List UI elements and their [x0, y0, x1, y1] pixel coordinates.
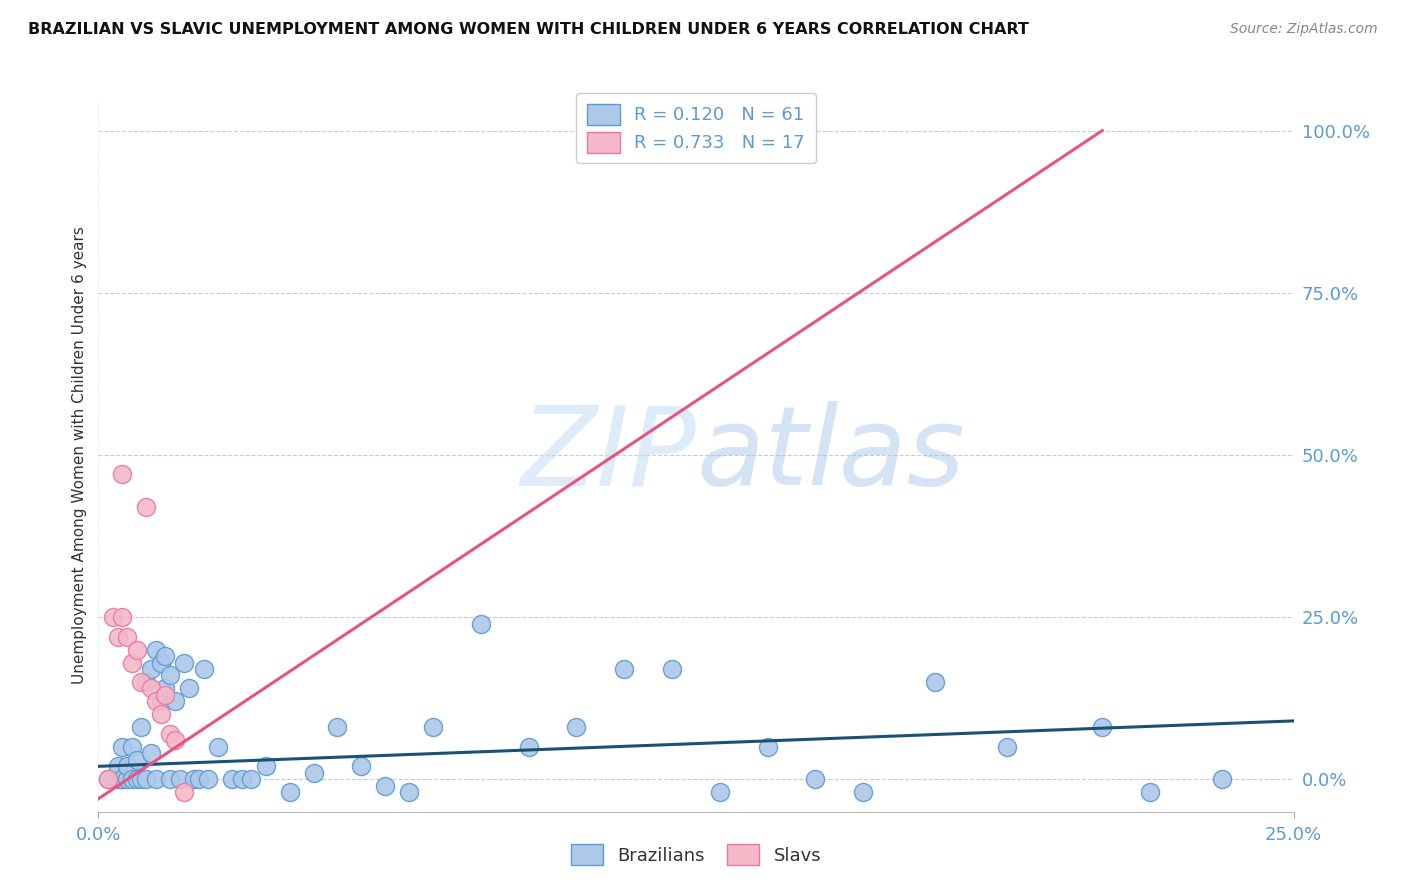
Point: [173, 656, 195, 670]
Text: atlas: atlas: [696, 401, 965, 508]
Point: [374, 779, 396, 793]
Point: [111, 739, 134, 754]
Point: [187, 772, 209, 787]
Point: [139, 662, 162, 676]
Point: [470, 616, 492, 631]
Point: [155, 688, 177, 702]
Point: [422, 720, 444, 734]
Point: [350, 759, 373, 773]
Point: [278, 785, 301, 799]
Point: [709, 785, 731, 799]
Point: [155, 681, 177, 696]
Point: [131, 675, 153, 690]
Text: ZIP: ZIP: [520, 401, 696, 508]
Point: [101, 772, 124, 787]
Point: [149, 656, 172, 670]
Point: [852, 785, 875, 799]
Legend: Brazilians, Slavs: Brazilians, Slavs: [561, 835, 831, 874]
Point: [111, 772, 134, 787]
Point: [111, 467, 134, 482]
Point: [326, 720, 349, 734]
Point: [155, 648, 177, 663]
Point: [149, 707, 172, 722]
Point: [145, 642, 167, 657]
Point: [565, 720, 588, 734]
Point: [207, 739, 229, 754]
Point: [125, 772, 148, 787]
Point: [121, 772, 143, 787]
Point: [125, 753, 148, 767]
Point: [240, 772, 263, 787]
Point: [995, 739, 1018, 754]
Point: [107, 630, 129, 644]
Point: [115, 630, 138, 644]
Point: [101, 610, 124, 624]
Point: [221, 772, 243, 787]
Point: [231, 772, 253, 787]
Text: BRAZILIAN VS SLAVIC UNEMPLOYMENT AMONG WOMEN WITH CHILDREN UNDER 6 YEARS CORRELA: BRAZILIAN VS SLAVIC UNEMPLOYMENT AMONG W…: [28, 22, 1029, 37]
Point: [197, 772, 219, 787]
Point: [163, 694, 186, 708]
Point: [121, 656, 143, 670]
Point: [135, 500, 157, 514]
Y-axis label: Unemployment Among Women with Children Under 6 years: Unemployment Among Women with Children U…: [72, 226, 87, 684]
Point: [145, 694, 167, 708]
Point: [804, 772, 827, 787]
Point: [139, 681, 162, 696]
Point: [661, 662, 683, 676]
Point: [1091, 720, 1114, 734]
Text: Source: ZipAtlas.com: Source: ZipAtlas.com: [1230, 22, 1378, 37]
Point: [1139, 785, 1161, 799]
Point: [613, 662, 636, 676]
Point: [107, 759, 129, 773]
Point: [179, 681, 201, 696]
Point: [254, 759, 277, 773]
Point: [135, 675, 157, 690]
Point: [97, 772, 120, 787]
Point: [159, 668, 181, 682]
Point: [169, 772, 191, 787]
Point: [193, 662, 215, 676]
Point: [111, 610, 134, 624]
Point: [398, 785, 420, 799]
Point: [131, 772, 153, 787]
Point: [107, 772, 129, 787]
Point: [183, 772, 205, 787]
Point: [131, 720, 153, 734]
Point: [173, 785, 195, 799]
Point: [125, 642, 148, 657]
Point: [121, 739, 143, 754]
Point: [111, 772, 134, 787]
Point: [756, 739, 779, 754]
Point: [159, 727, 181, 741]
Point: [139, 747, 162, 761]
Point: [302, 765, 325, 780]
Point: [163, 733, 186, 747]
Point: [135, 772, 157, 787]
Point: [159, 772, 181, 787]
Point: [149, 694, 172, 708]
Point: [924, 675, 946, 690]
Point: [145, 772, 167, 787]
Point: [115, 772, 138, 787]
Point: [517, 739, 540, 754]
Point: [97, 772, 120, 787]
Point: [1211, 772, 1233, 787]
Point: [115, 759, 138, 773]
